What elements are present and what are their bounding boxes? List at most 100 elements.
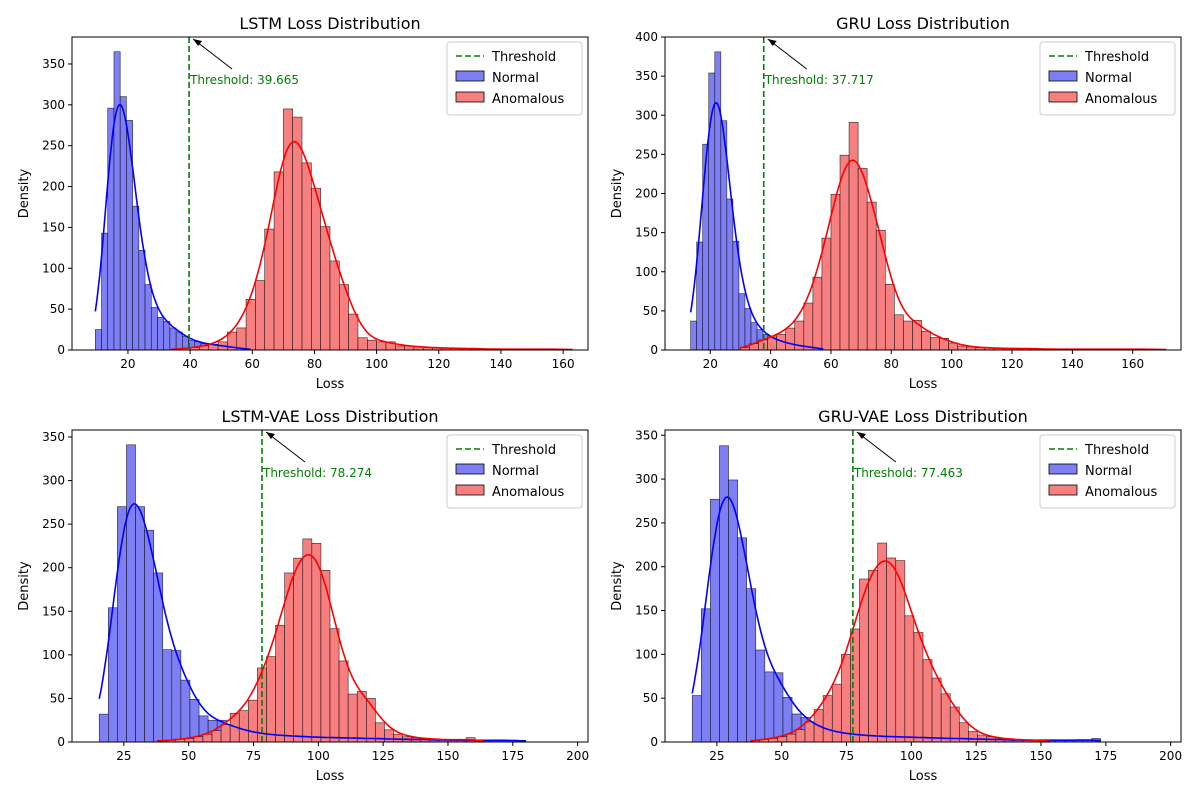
bar-anomalous [357,337,368,350]
bar-normal [132,205,140,350]
y-axis-label: Density [17,168,32,218]
x-tick-label: 80 [884,357,899,371]
bar-anomalous [245,299,256,350]
x-tick-label: 150 [1030,749,1053,763]
x-tick-label: 140 [490,357,513,371]
kde-line-anomalous [157,553,485,742]
bar-normal [162,649,173,742]
x-tick-label: 150 [437,749,460,763]
x-tick-label: 200 [1159,749,1182,763]
legend: Threshold Normal Anomalous [1039,41,1176,116]
bar-anomalous [301,162,312,350]
bar-anomalous [376,341,387,350]
bar-anomalous [868,569,878,742]
y-tick-label: 0 [57,735,65,749]
y-tick-label: 200 [42,561,65,575]
x-tick-label: 40 [182,357,197,371]
x-tick-label: 120 [1001,357,1024,371]
bar-normal [171,650,182,742]
x-tick-label: 200 [566,749,589,763]
bar-normal [119,96,127,350]
bar-anomalous [347,693,358,742]
axes-frame [71,36,589,351]
threshold-arrow-head [265,432,275,439]
bar-normal [144,284,152,350]
y-tick-label: 50 [50,691,65,705]
bar-anomalous [931,677,942,742]
bar-anomalous [850,628,860,742]
bar-anomalous [367,339,377,350]
bar-anomalous [211,730,222,742]
bar-anomalous [320,226,331,350]
x-tick-label: 60 [245,357,260,371]
bar-anomalous [394,345,405,350]
legend-label-anomalous: Anomalous [1085,485,1158,500]
legend-label-anomalous: Anomalous [492,92,565,107]
legend: Threshold Normal Anomalous [446,434,583,509]
bar-anomalous [329,260,340,350]
kde-line-anomalous [740,159,1166,350]
bar-normal [138,249,146,350]
x-tick-label: 40 [763,357,778,371]
bar-normal [98,713,109,742]
x-axis-label: Loss [909,377,938,392]
y-tick-label: 300 [42,98,65,112]
bar-anomalous [283,108,293,350]
legend-label-threshold: Threshold [491,50,556,65]
y-tick-label: 150 [42,220,65,234]
y-tick-label: 300 [635,472,658,486]
x-tick-label: 125 [965,749,988,763]
y-tick-label: 350 [635,69,658,83]
subplot-gru-vae: GRU-VAE Loss Distribution Threshold: 77.4… [610,407,1182,784]
x-tick-label: 75 [839,749,854,763]
y-tick-label: 350 [635,428,658,442]
y-tick-label: 150 [635,604,658,618]
bar-anomalous [830,193,841,350]
bar-normal [169,327,177,350]
bar-normal [746,588,757,742]
bar-anomalous [812,276,823,350]
axes-frame [71,429,589,743]
bar-anomalous [384,729,394,742]
bar-normal [157,317,164,350]
kde-line-normal [689,101,824,350]
bar-anomalous [255,280,266,350]
legend-label-normal: Normal [1085,71,1132,86]
threshold-label: Threshold: 37.717 [764,73,874,87]
bar-normal [702,143,710,350]
threshold-arrow-head [193,39,203,46]
bar-normal [719,445,729,742]
x-tick-label: 140 [1061,357,1084,371]
subplot-lstm-vae: LSTM-VAE Loss Distribution Threshold: 78.… [17,407,589,784]
bar-normal [175,331,183,350]
bar-normal [180,679,191,742]
bar-anomalous [311,542,322,742]
bar-anomalous [957,345,968,350]
bar-anomalous [841,654,851,742]
y-tick-label: 300 [42,474,65,488]
chart-title: GRU-VAE Loss Distribution [818,407,1028,426]
y-tick-label: 250 [42,517,65,531]
bar-normal [163,321,171,350]
bar-normal [690,320,697,350]
y-tick-label: 100 [635,647,658,661]
legend-label-normal: Normal [492,71,539,86]
x-tick-label: 80 [307,357,322,371]
bar-anomalous [803,302,814,350]
bar-anomalous [777,736,788,742]
x-tick-label: 100 [365,357,388,371]
x-tick-label: 160 [1121,357,1144,371]
bar-anomalous [968,731,978,742]
bar-anomalous [202,733,213,742]
bar-normal [755,649,766,742]
bar-anomalous [886,557,897,742]
x-tick-label: 175 [501,749,524,763]
legend-label-normal: Normal [492,464,539,479]
y-tick-label: 50 [643,304,658,318]
bar-anomalous [821,237,832,350]
bar-anomalous [922,659,933,742]
chart-title: LSTM Loss Distribution [239,14,420,33]
bar-anomalous [311,187,321,350]
legend: Threshold Normal Anomalous [446,41,583,116]
legend-label-threshold: Threshold [1084,50,1149,65]
